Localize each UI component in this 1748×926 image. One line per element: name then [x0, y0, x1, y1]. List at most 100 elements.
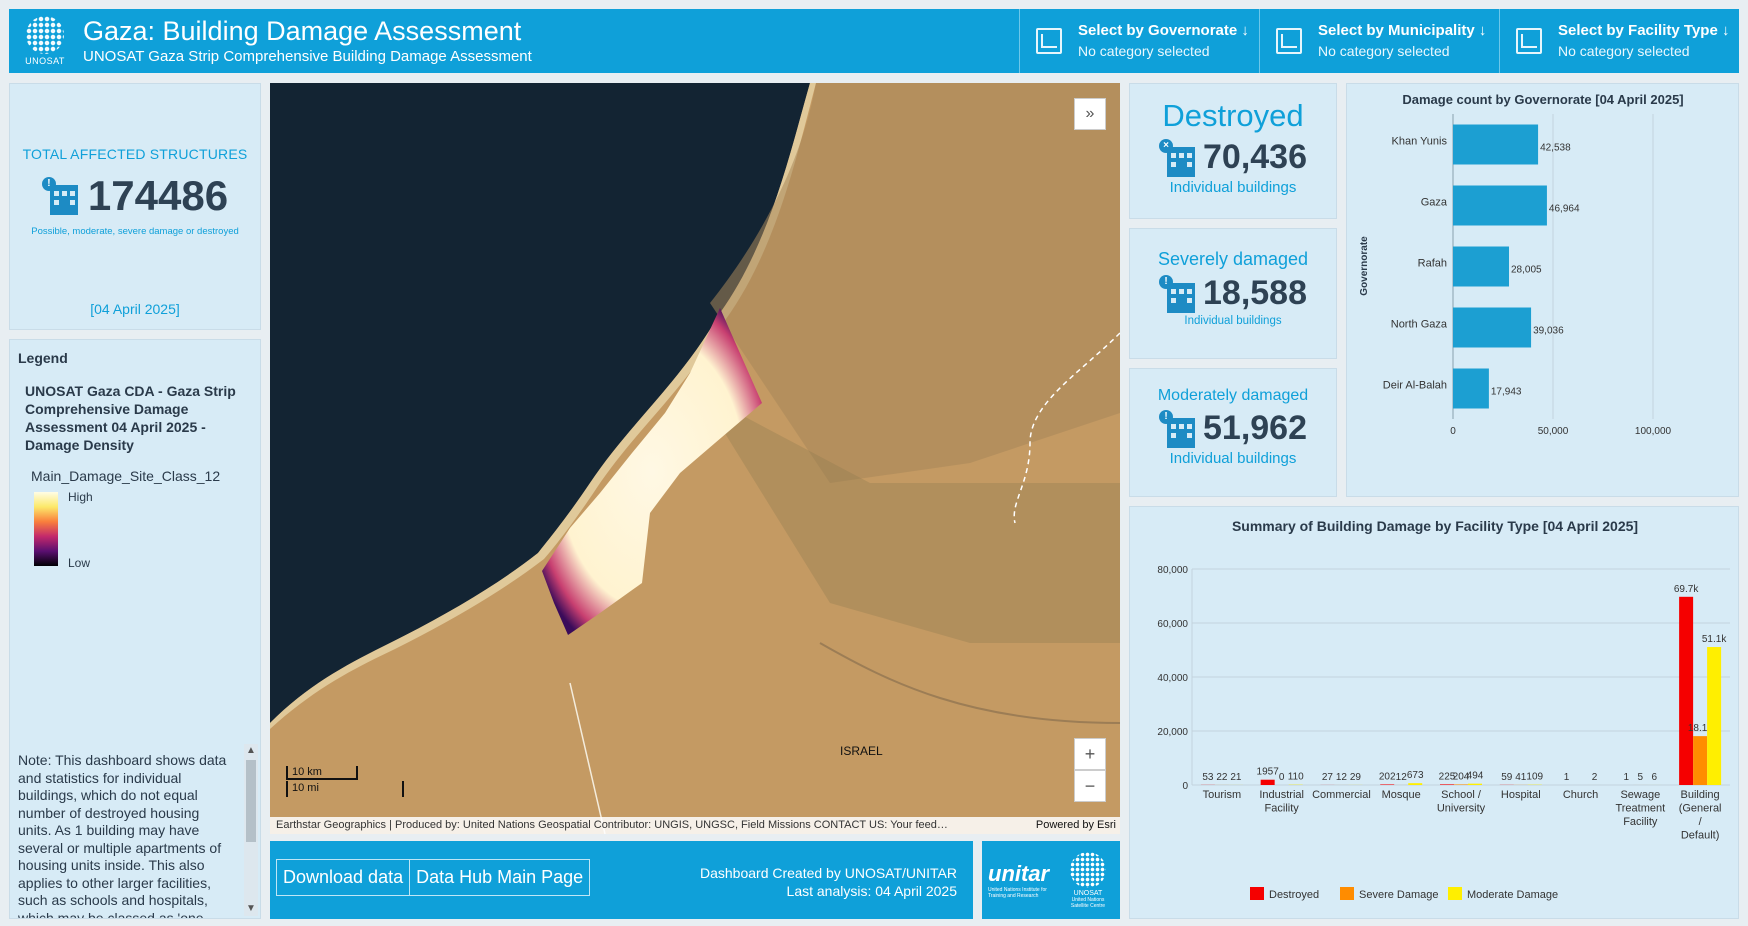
- bar: [1679, 596, 1694, 785]
- facility-type-chart: Summary of Building Damage by Facility T…: [1129, 506, 1739, 919]
- category-label-line: Commercial: [1312, 789, 1371, 801]
- data-label: 21: [1230, 772, 1242, 783]
- category-label: Rafah: [1418, 258, 1447, 270]
- data-label: 2: [1592, 772, 1598, 783]
- legend-label: Severe Damage: [1359, 889, 1439, 901]
- y-tick-label: 0: [1182, 781, 1188, 792]
- data-label: 22: [1216, 772, 1228, 783]
- destroyed-card: Destroyed × 70,436 Individual buildings: [1129, 83, 1337, 219]
- unosat-wordmark: UNOSAT: [1073, 889, 1103, 897]
- scroll-down-icon[interactable]: ▼: [246, 903, 256, 914]
- data-label: 51.1k: [1702, 634, 1727, 645]
- chart-select-icon: [1036, 28, 1062, 54]
- total-label: TOTAL AFFECTED STRUCTURES: [22, 146, 248, 162]
- grid-group: 0 20,000 40,000 60,000 80,000: [1157, 565, 1730, 792]
- ramp-low-label: Low: [68, 556, 91, 570]
- data-hub-button[interactable]: Data Hub Main Page: [409, 860, 589, 895]
- category-label-line: Hospital: [1501, 789, 1541, 801]
- severely-damaged-card: Severely damaged ! 18,588 Individual bui…: [1129, 228, 1337, 359]
- bar: [1454, 784, 1468, 785]
- color-ramp: [34, 492, 58, 566]
- data-label: 204: [1453, 771, 1470, 782]
- stat-unit: Individual buildings: [1169, 450, 1297, 467]
- data-label: 39,036: [1533, 326, 1564, 337]
- stat-value: 18,588: [1203, 274, 1307, 312]
- category-label: Building (General / Default): [1679, 789, 1722, 842]
- data-label: 5: [1638, 772, 1644, 783]
- credit-line: Dashboard Created by UNOSAT/UNITAR: [699, 865, 957, 881]
- scroll-up-icon[interactable]: ▲: [246, 745, 256, 756]
- stat-value: 51,962: [1203, 409, 1307, 447]
- globe-icon: [1070, 851, 1106, 888]
- chart-select-icon: [1276, 28, 1302, 54]
- map-place-label: ISRAEL: [840, 744, 883, 758]
- chart-title: Damage count by Governorate [04 April 20…: [1402, 92, 1683, 107]
- category-label-line: Tourism: [1203, 789, 1242, 801]
- selector-label: Select by Facility Type ↓: [1558, 22, 1730, 39]
- total-date: [04 April 2025]: [90, 301, 180, 317]
- category-label: Mosque: [1382, 789, 1421, 801]
- category-label: Church: [1563, 789, 1598, 801]
- stat-title: Destroyed: [1162, 98, 1304, 133]
- attribution-text[interactable]: Earthstar Geographics | Produced by: Uni…: [276, 819, 948, 831]
- data-label: 12: [1396, 772, 1408, 783]
- stat-value: 70,436: [1203, 138, 1307, 176]
- category-label: School / University: [1437, 789, 1486, 815]
- governorate-selector[interactable]: Select by Governorate ↓ No category sele…: [1019, 9, 1259, 73]
- powered-by-esri[interactable]: Powered by Esri: [1035, 819, 1116, 831]
- y-tick-label: 40,000: [1157, 673, 1188, 684]
- bar: [1453, 124, 1539, 165]
- bar: [1453, 368, 1489, 409]
- facility-chart-svg: Summary of Building Damage by Facility T…: [1157, 518, 1730, 901]
- page-subtitle: UNOSAT Gaza Strip Comprehensive Building…: [83, 47, 532, 65]
- category-label: Khan Yunis: [1392, 136, 1448, 148]
- legend-swatch: [1250, 887, 1264, 900]
- map-view[interactable]: » + − ISRAEL 10 km 10 mi Earthstar Geogr…: [270, 83, 1120, 834]
- data-label: 59: [1501, 772, 1513, 783]
- building-alert-icon: !: [41, 177, 80, 215]
- data-label: 1957: [1257, 767, 1280, 778]
- municipality-selector[interactable]: Select by Municipality ↓ No category sel…: [1259, 9, 1499, 73]
- data-label: 17,943: [1491, 387, 1522, 398]
- data-label: 27: [1322, 772, 1334, 783]
- category-label: Hospital: [1501, 789, 1541, 801]
- scale-km: 10 km: [286, 766, 358, 780]
- y-tick-label: 20,000: [1157, 727, 1188, 738]
- selector-label: Select by Municipality ↓: [1318, 22, 1487, 39]
- app-header: UNOSAT Gaza: Building Damage Assessment …: [9, 9, 1739, 73]
- bar: [1453, 185, 1547, 226]
- category-label: Industrial Facility: [1259, 789, 1304, 815]
- note-scrollbar[interactable]: ▲ ▼: [244, 744, 258, 916]
- legend-swatch: [1448, 887, 1462, 900]
- legend-layer-title: UNOSAT Gaza CDA - Gaza Strip Comprehensi…: [25, 383, 236, 453]
- total-note: Possible, moderate, severe damage or des…: [31, 226, 239, 237]
- building-alert-icon: !: [1159, 409, 1197, 448]
- category-label: Deir Al-Balah: [1383, 380, 1447, 392]
- category-label-line: (General: [1679, 803, 1722, 815]
- globe-icon: [26, 16, 64, 54]
- category-label-line: Facility: [1265, 803, 1300, 815]
- scroll-thumb[interactable]: [246, 760, 256, 842]
- selector-value: No category selected: [1318, 43, 1450, 59]
- expand-icon[interactable]: »: [1074, 98, 1106, 130]
- bar: [1453, 246, 1510, 287]
- dashboard-note: Note: This dashboard shows data and stat…: [18, 752, 227, 919]
- download-data-button[interactable]: Download data: [283, 867, 404, 887]
- x-tick-label: 50,000: [1538, 426, 1569, 437]
- y-tick-label: 60,000: [1157, 619, 1188, 630]
- bar: [1260, 779, 1275, 785]
- data-label: 6: [1652, 772, 1658, 783]
- bar: [1380, 784, 1395, 785]
- facility-type-selector[interactable]: Select by Facility Type ↓ No category se…: [1499, 9, 1739, 73]
- data-label: 225: [1439, 771, 1456, 782]
- category-label-line: Sewage: [1620, 789, 1660, 801]
- data-label: 673: [1407, 770, 1424, 781]
- x-tick-label: 100,000: [1635, 426, 1672, 437]
- zoom-out-button[interactable]: −: [1074, 770, 1106, 802]
- stat-unit: Individual buildings: [1184, 315, 1282, 327]
- total-affected-panel: TOTAL AFFECTED STRUCTURES ! 174486 Possi…: [9, 83, 261, 330]
- stat-title: Moderately damaged: [1157, 387, 1309, 404]
- data-label: 202: [1379, 771, 1396, 782]
- zoom-in-button[interactable]: +: [1074, 738, 1106, 770]
- unitar-subtitle: United Nations Institute for Training an…: [988, 887, 1047, 899]
